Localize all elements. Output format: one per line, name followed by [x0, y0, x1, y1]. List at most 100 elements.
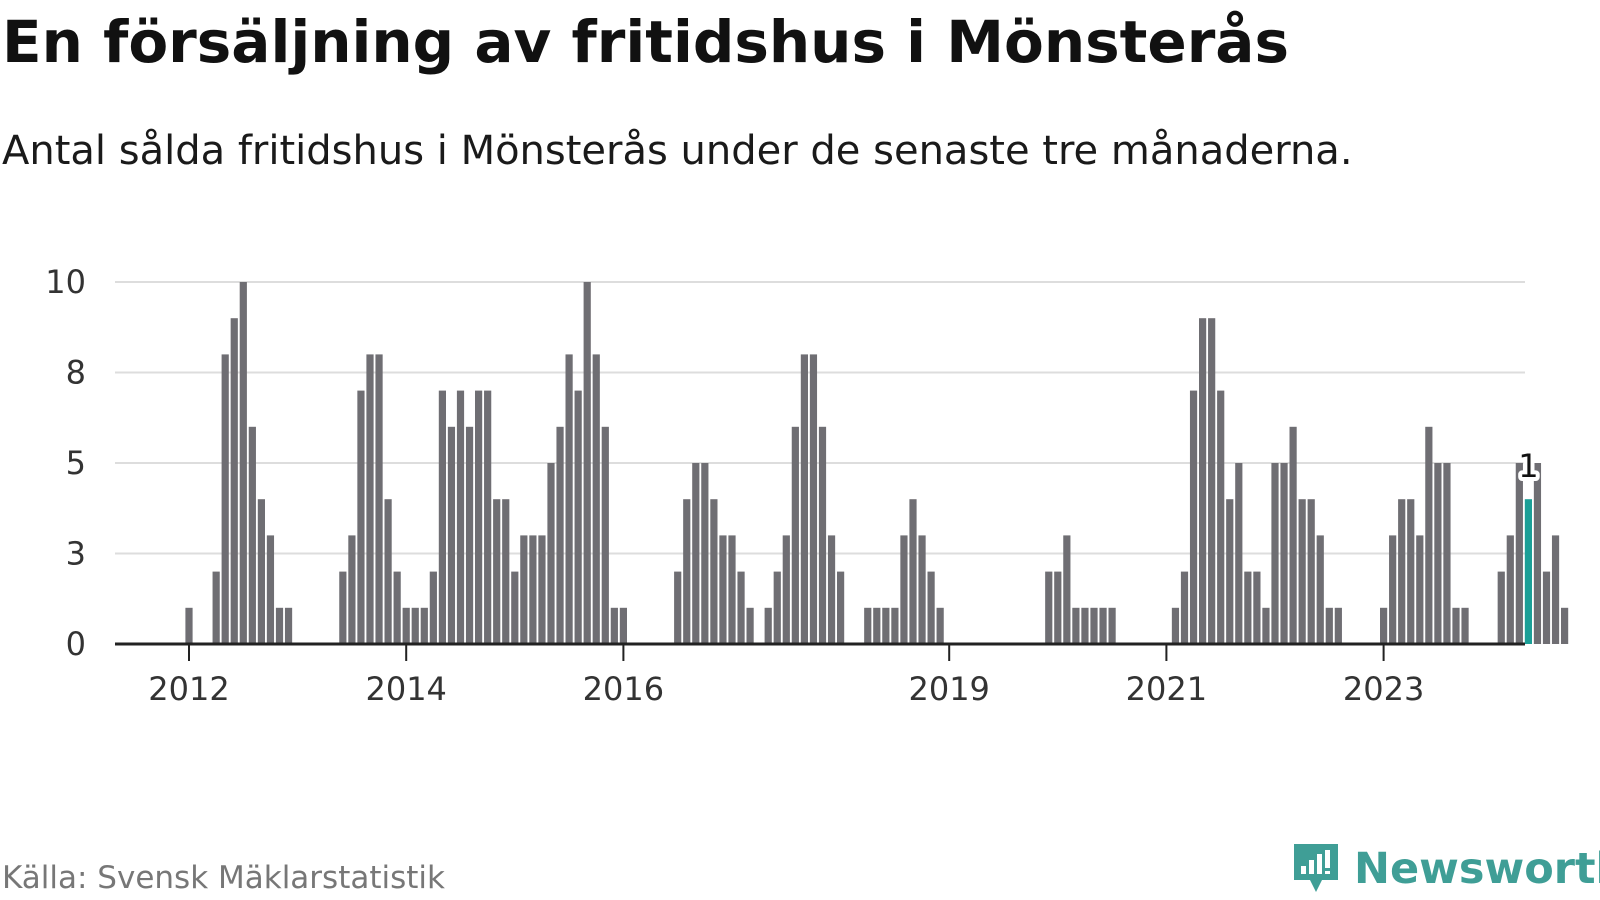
- source-note: Källa: Svensk Mäklarstatistik: [2, 860, 445, 896]
- bar: [284, 607, 293, 644]
- bar: [493, 499, 501, 644]
- bar: [583, 282, 591, 644]
- bar: [475, 390, 483, 644]
- bar: [1434, 463, 1442, 644]
- y-tick-label: 0: [66, 625, 86, 663]
- bar: [1416, 535, 1424, 644]
- bar: [619, 607, 627, 644]
- bar: [1235, 463, 1243, 644]
- y-tick-label: 5: [66, 444, 86, 482]
- bar: [393, 571, 401, 644]
- bar: [1307, 499, 1315, 644]
- x-tick-label: 2023: [1343, 670, 1424, 708]
- bar: [592, 354, 600, 644]
- bar: [782, 535, 790, 644]
- bar: [402, 607, 410, 644]
- bar: [746, 607, 754, 644]
- bar: [692, 463, 700, 644]
- bar: [809, 354, 818, 644]
- bar-latest: [1524, 499, 1532, 644]
- bar: [719, 535, 727, 644]
- bar: [185, 607, 193, 644]
- bar: [357, 390, 365, 644]
- brand-name: Newsworthy: [1354, 844, 1600, 894]
- bar: [1389, 535, 1397, 644]
- bar: [275, 607, 284, 644]
- bar: [827, 535, 836, 644]
- bar: [221, 354, 229, 644]
- bar: [918, 535, 926, 644]
- bar: [1289, 426, 1297, 644]
- bar: [1298, 499, 1306, 644]
- bar: [1063, 535, 1071, 644]
- bar: [1226, 499, 1234, 644]
- bar-series: [185, 282, 1569, 644]
- bar: [248, 426, 256, 644]
- bar: [1407, 499, 1415, 644]
- bar: [339, 571, 347, 644]
- bar: [1199, 318, 1207, 644]
- bar: [465, 426, 474, 644]
- bar: [891, 607, 899, 644]
- bar: [438, 390, 446, 644]
- bar: [547, 463, 555, 644]
- bar: [800, 354, 808, 644]
- bar: [1443, 463, 1451, 644]
- bar: [728, 535, 736, 644]
- brand-logo[interactable]: Newsworthy: [1290, 840, 1600, 898]
- bar: [610, 607, 618, 644]
- bar: [1054, 571, 1062, 644]
- bar: [375, 354, 383, 644]
- bar: [420, 607, 428, 644]
- bar: [936, 607, 944, 644]
- bar: [529, 535, 537, 644]
- x-tick-label: 2014: [365, 670, 446, 708]
- bar: [574, 390, 582, 644]
- y-tick-label: 8: [66, 354, 86, 392]
- bar: [701, 463, 709, 644]
- bar: [447, 426, 456, 644]
- bar: [1262, 607, 1270, 644]
- annotation-halo: 1: [1518, 447, 1538, 485]
- bar: [1380, 607, 1388, 644]
- bar: [1551, 535, 1560, 644]
- bar: [230, 318, 238, 644]
- y-tick-label: 10: [45, 263, 86, 301]
- bar: [266, 535, 275, 644]
- x-axis-ticks: 2012 2014 2016 2019 2021 2023: [148, 644, 1424, 708]
- bar: [927, 571, 935, 644]
- x-tick-label: 2019: [908, 670, 989, 708]
- bar: [520, 535, 528, 644]
- bar: [710, 499, 718, 644]
- bar: [411, 607, 419, 644]
- bar: [456, 390, 465, 644]
- bar: [882, 607, 890, 644]
- bar: [511, 571, 519, 644]
- bar: [502, 499, 510, 644]
- bar: [538, 535, 546, 644]
- bar: [737, 571, 745, 644]
- bar: [909, 499, 917, 644]
- bar: [1325, 607, 1333, 644]
- bar: [1253, 571, 1261, 644]
- bar: [1497, 571, 1505, 644]
- bar: [1072, 607, 1080, 644]
- x-tick-label: 2012: [148, 670, 229, 708]
- bar: [1398, 499, 1406, 644]
- bar: [837, 571, 845, 644]
- bar: [818, 426, 827, 644]
- y-tick-label: 3: [66, 535, 86, 573]
- bar: [366, 354, 374, 644]
- bar: [601, 426, 609, 644]
- bar: [674, 571, 682, 644]
- bar: [791, 426, 799, 644]
- bar: [1461, 607, 1469, 644]
- bar: [1045, 571, 1053, 644]
- bar: [1506, 535, 1514, 644]
- bar: [873, 607, 881, 644]
- bar: [1171, 607, 1180, 644]
- bar: [1425, 426, 1433, 644]
- bar: [484, 390, 492, 644]
- bar: [429, 571, 437, 644]
- bar: [1515, 463, 1523, 644]
